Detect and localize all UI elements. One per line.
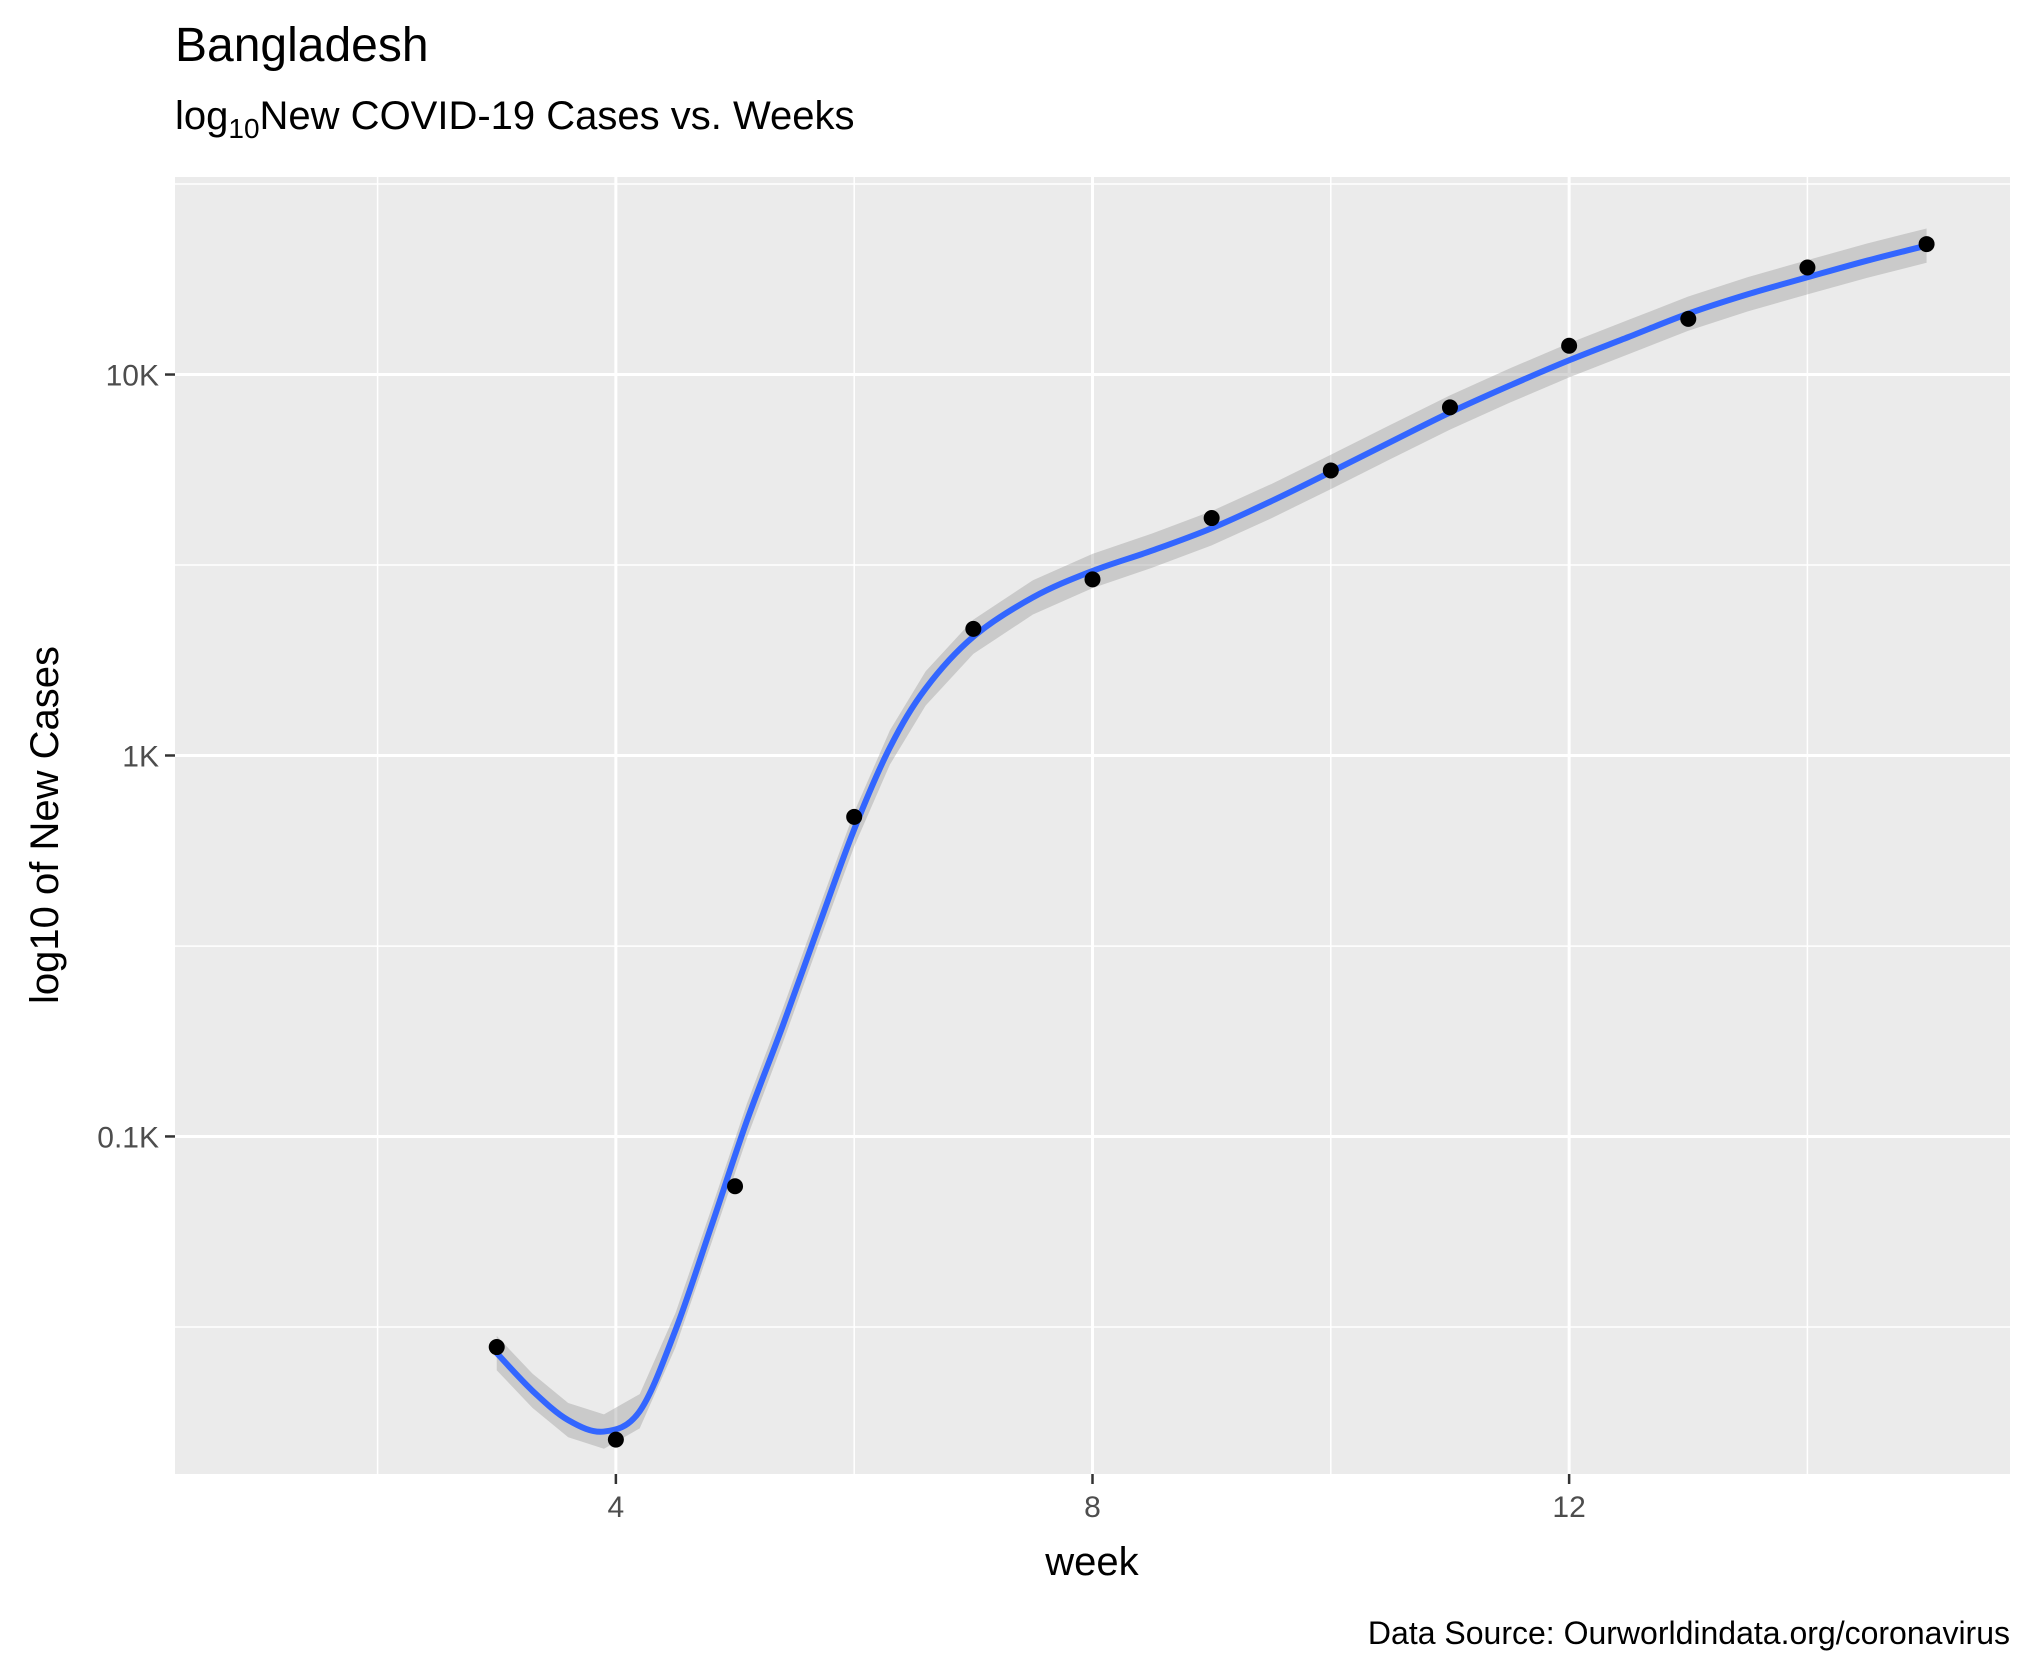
chart-title: Bangladesh bbox=[175, 19, 429, 72]
data-point bbox=[1799, 259, 1816, 276]
subtitle-prefix: log bbox=[175, 94, 228, 138]
y-tick-label: 1K bbox=[122, 740, 159, 773]
subtitle-subscript: 10 bbox=[228, 113, 259, 144]
x-tick-label: 8 bbox=[1084, 1491, 1101, 1524]
subtitle-rest: New COVID-19 Cases vs. Weeks bbox=[260, 94, 855, 138]
data-point bbox=[965, 620, 982, 637]
x-axis: 4 8 12 bbox=[608, 1474, 1586, 1524]
y-tick-label: 0.1K bbox=[97, 1121, 159, 1154]
data-point bbox=[1561, 337, 1578, 354]
data-point bbox=[846, 808, 863, 825]
data-point bbox=[1203, 510, 1220, 527]
x-tick-label: 12 bbox=[1552, 1491, 1585, 1524]
x-tick-label: 4 bbox=[608, 1491, 625, 1524]
smooth-line-layer bbox=[493, 242, 1930, 1435]
caption: Data Source: Ourworldindata.org/coronavi… bbox=[1368, 1615, 2010, 1651]
y-tick-label: 10K bbox=[106, 360, 159, 393]
chart-subtitle: log10New COVID-19 Cases vs. Weeks bbox=[175, 94, 855, 144]
data-point bbox=[727, 1178, 744, 1195]
data-point bbox=[1918, 236, 1935, 253]
x-axis-title: week bbox=[1044, 1540, 1139, 1584]
y-axis: 0.1K 1K 10K bbox=[97, 360, 175, 1154]
data-point bbox=[607, 1431, 624, 1448]
points-layer bbox=[488, 236, 1935, 1448]
major-gridlines bbox=[175, 177, 2010, 1474]
data-point bbox=[488, 1339, 505, 1356]
data-point bbox=[1084, 571, 1101, 588]
data-point bbox=[1322, 462, 1339, 479]
y-axis-title: log10 of New Cases bbox=[23, 646, 67, 1004]
data-point bbox=[1441, 399, 1458, 416]
data-point bbox=[1680, 310, 1697, 327]
smooth-line bbox=[493, 242, 1930, 1435]
